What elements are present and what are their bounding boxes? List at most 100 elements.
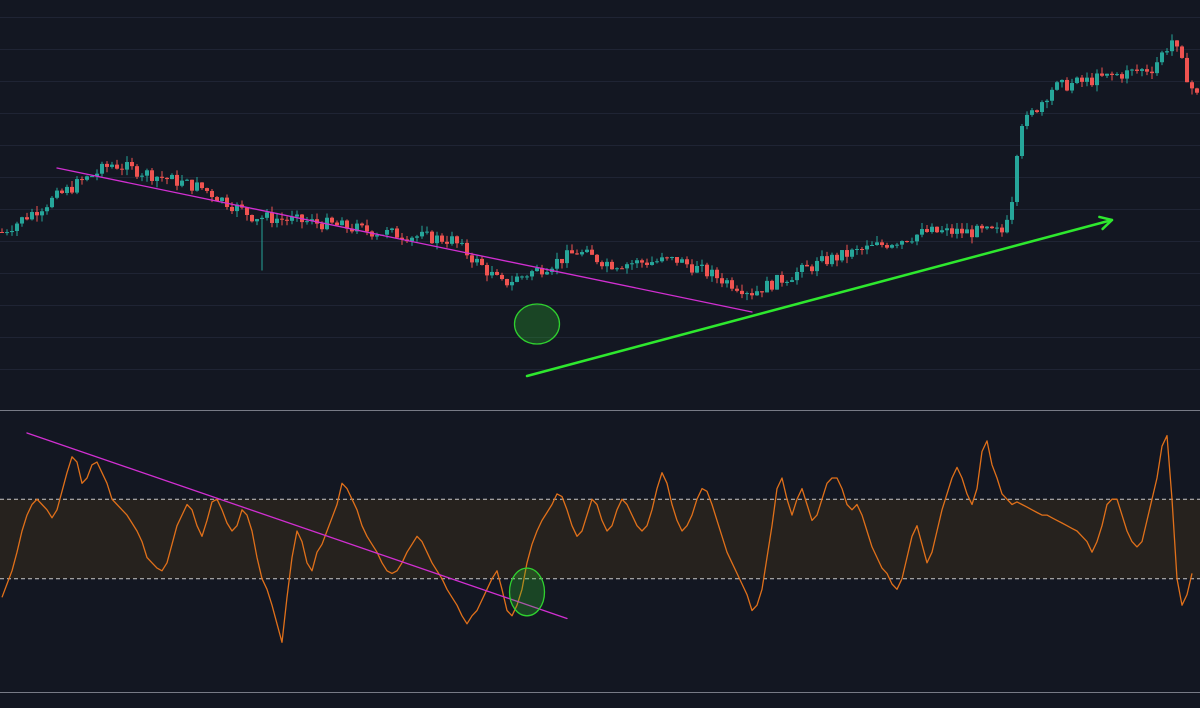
candle-body	[1030, 110, 1034, 115]
candle-body	[60, 190, 64, 193]
candle-body	[70, 186, 74, 193]
candle-body	[275, 218, 279, 223]
candle-body	[975, 225, 979, 238]
candle-body	[495, 271, 499, 275]
candle-body	[195, 182, 199, 191]
candle-body	[95, 173, 99, 177]
candle-body	[35, 212, 39, 216]
candle-body	[135, 166, 139, 177]
candle-body	[260, 217, 264, 220]
candle-body	[635, 260, 639, 264]
candle-body	[610, 261, 614, 270]
candle-body	[170, 174, 174, 180]
candle-body	[295, 214, 299, 217]
candle-body	[585, 249, 589, 253]
candle-body	[905, 241, 909, 243]
candle-body	[1160, 52, 1164, 63]
drawing-annotations	[26, 167, 1114, 620]
candle-body	[1015, 156, 1019, 203]
candle-body	[605, 261, 609, 267]
candle-body	[1050, 89, 1054, 101]
candle-body	[1195, 88, 1199, 93]
candle-body	[615, 268, 619, 270]
candle-body	[435, 235, 439, 244]
candle-body	[1130, 69, 1134, 71]
candle-body	[735, 288, 739, 291]
candle-body	[80, 179, 84, 181]
candle-body	[930, 226, 934, 232]
candle-body	[1125, 70, 1129, 79]
candlestick-series	[0, 34, 1199, 301]
candle-body	[100, 163, 104, 174]
oscillator-line	[1, 434, 1193, 643]
candle-body	[955, 228, 959, 234]
candle-body	[1040, 102, 1044, 113]
candle-body	[160, 176, 164, 178]
candle-body	[840, 250, 844, 261]
candle-body	[850, 249, 854, 257]
candle-body	[440, 235, 444, 242]
candle-body	[990, 226, 994, 229]
candle-body	[370, 231, 374, 237]
candle-body	[485, 264, 489, 276]
candle-body	[935, 226, 939, 233]
candle-body	[625, 264, 629, 269]
candle-body	[830, 254, 834, 265]
candle-body	[505, 279, 509, 286]
candle-body	[1175, 40, 1179, 47]
candle-body	[205, 188, 209, 191]
candle-body	[815, 260, 819, 272]
candle-body	[805, 264, 809, 267]
candle-body	[500, 274, 504, 280]
candle-body	[1105, 73, 1109, 76]
candle-body	[780, 274, 784, 283]
oscillator-series	[1, 434, 1193, 643]
bottom-highlight[interactable]	[513, 303, 561, 345]
candle-body	[40, 211, 44, 216]
candle-body	[760, 291, 764, 293]
candle-body	[470, 255, 474, 263]
candle-body	[1080, 77, 1084, 82]
oscillator-descending-line[interactable]	[26, 432, 568, 620]
candle-body	[995, 227, 999, 229]
candle-body	[255, 219, 259, 222]
ascending-support-head	[1098, 215, 1114, 231]
candle-body	[250, 214, 254, 222]
candle-body	[745, 293, 749, 295]
candle-body	[740, 290, 744, 295]
candle-body	[950, 228, 954, 234]
candle-body	[445, 241, 449, 244]
candle-body	[670, 257, 674, 259]
ascending-support[interactable]	[525, 218, 1114, 378]
candle-body	[710, 269, 714, 277]
candle-body	[420, 231, 424, 237]
candle-body	[130, 162, 134, 167]
candle-body	[235, 204, 239, 212]
candle-body	[480, 258, 484, 265]
candle-body	[305, 221, 309, 223]
candle-body	[775, 274, 779, 290]
candle-body	[1085, 77, 1089, 82]
descending-resistance[interactable]	[56, 167, 753, 313]
candle-body	[25, 217, 29, 220]
candle-body	[105, 163, 109, 167]
oscillator-highlight[interactable]	[508, 567, 546, 617]
oscillator-band	[0, 498, 1200, 580]
candle-body	[590, 249, 594, 255]
candle-body	[200, 182, 204, 189]
candle-body	[1095, 73, 1099, 86]
candle-body	[320, 223, 324, 230]
candle-body	[655, 261, 659, 263]
candle-body	[55, 190, 59, 198]
candle-body	[510, 281, 514, 286]
candle-body	[180, 180, 184, 186]
candle-body	[490, 271, 494, 276]
candle-body	[680, 259, 684, 263]
candle-body	[785, 281, 789, 283]
candle-body	[1005, 219, 1009, 233]
candle-body	[1060, 79, 1064, 83]
candle-body	[755, 291, 759, 296]
